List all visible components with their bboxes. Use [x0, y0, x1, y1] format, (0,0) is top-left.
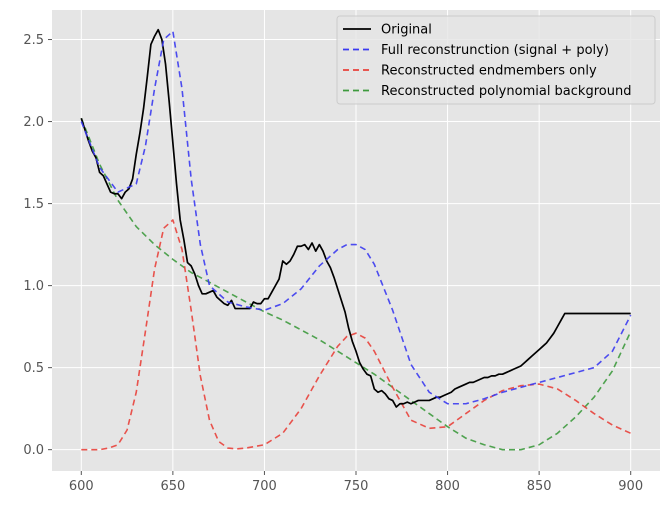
series-line-3: [80, 117, 632, 451]
legend-label-2: Reconstructed endmembers only: [381, 64, 597, 79]
ticks: 600 650 700 750 800 850 900 0.0 0.5 1.0 1.5 2.0 2.5: [23, 33, 643, 494]
y-tick-label: 1.5: [23, 197, 44, 212]
series-line-0: [80, 28, 631, 408]
legend-box: [336, 15, 656, 105]
x-tick-label: 850: [527, 479, 552, 494]
y-tick-label: 0.0: [23, 443, 44, 458]
y-tick-label: 0.5: [23, 361, 44, 376]
legend-label-1: Full reconstrunction (signal + poly): [381, 43, 609, 58]
legend-label-0: Original: [381, 23, 432, 38]
y-tick-label: 2.5: [23, 33, 44, 48]
x-tick-label: 900: [618, 479, 643, 494]
y-tick-label: 2.0: [23, 115, 44, 130]
x-tick-label: 800: [435, 479, 460, 494]
x-tick-label: 650: [160, 479, 185, 494]
series-layer: [80, 28, 632, 451]
x-tick-label: 700: [252, 479, 277, 494]
x-tick-label: 750: [344, 479, 369, 494]
legend-label-3: Reconstructed polynomial background: [381, 84, 631, 99]
series-line-2: [81, 219, 632, 451]
legend: Original Full reconstrunction (signal + p…: [336, 15, 656, 105]
x-tick-label: 600: [69, 479, 94, 494]
y-tick-label: 1.0: [23, 279, 44, 294]
series-line-1: [80, 30, 632, 405]
